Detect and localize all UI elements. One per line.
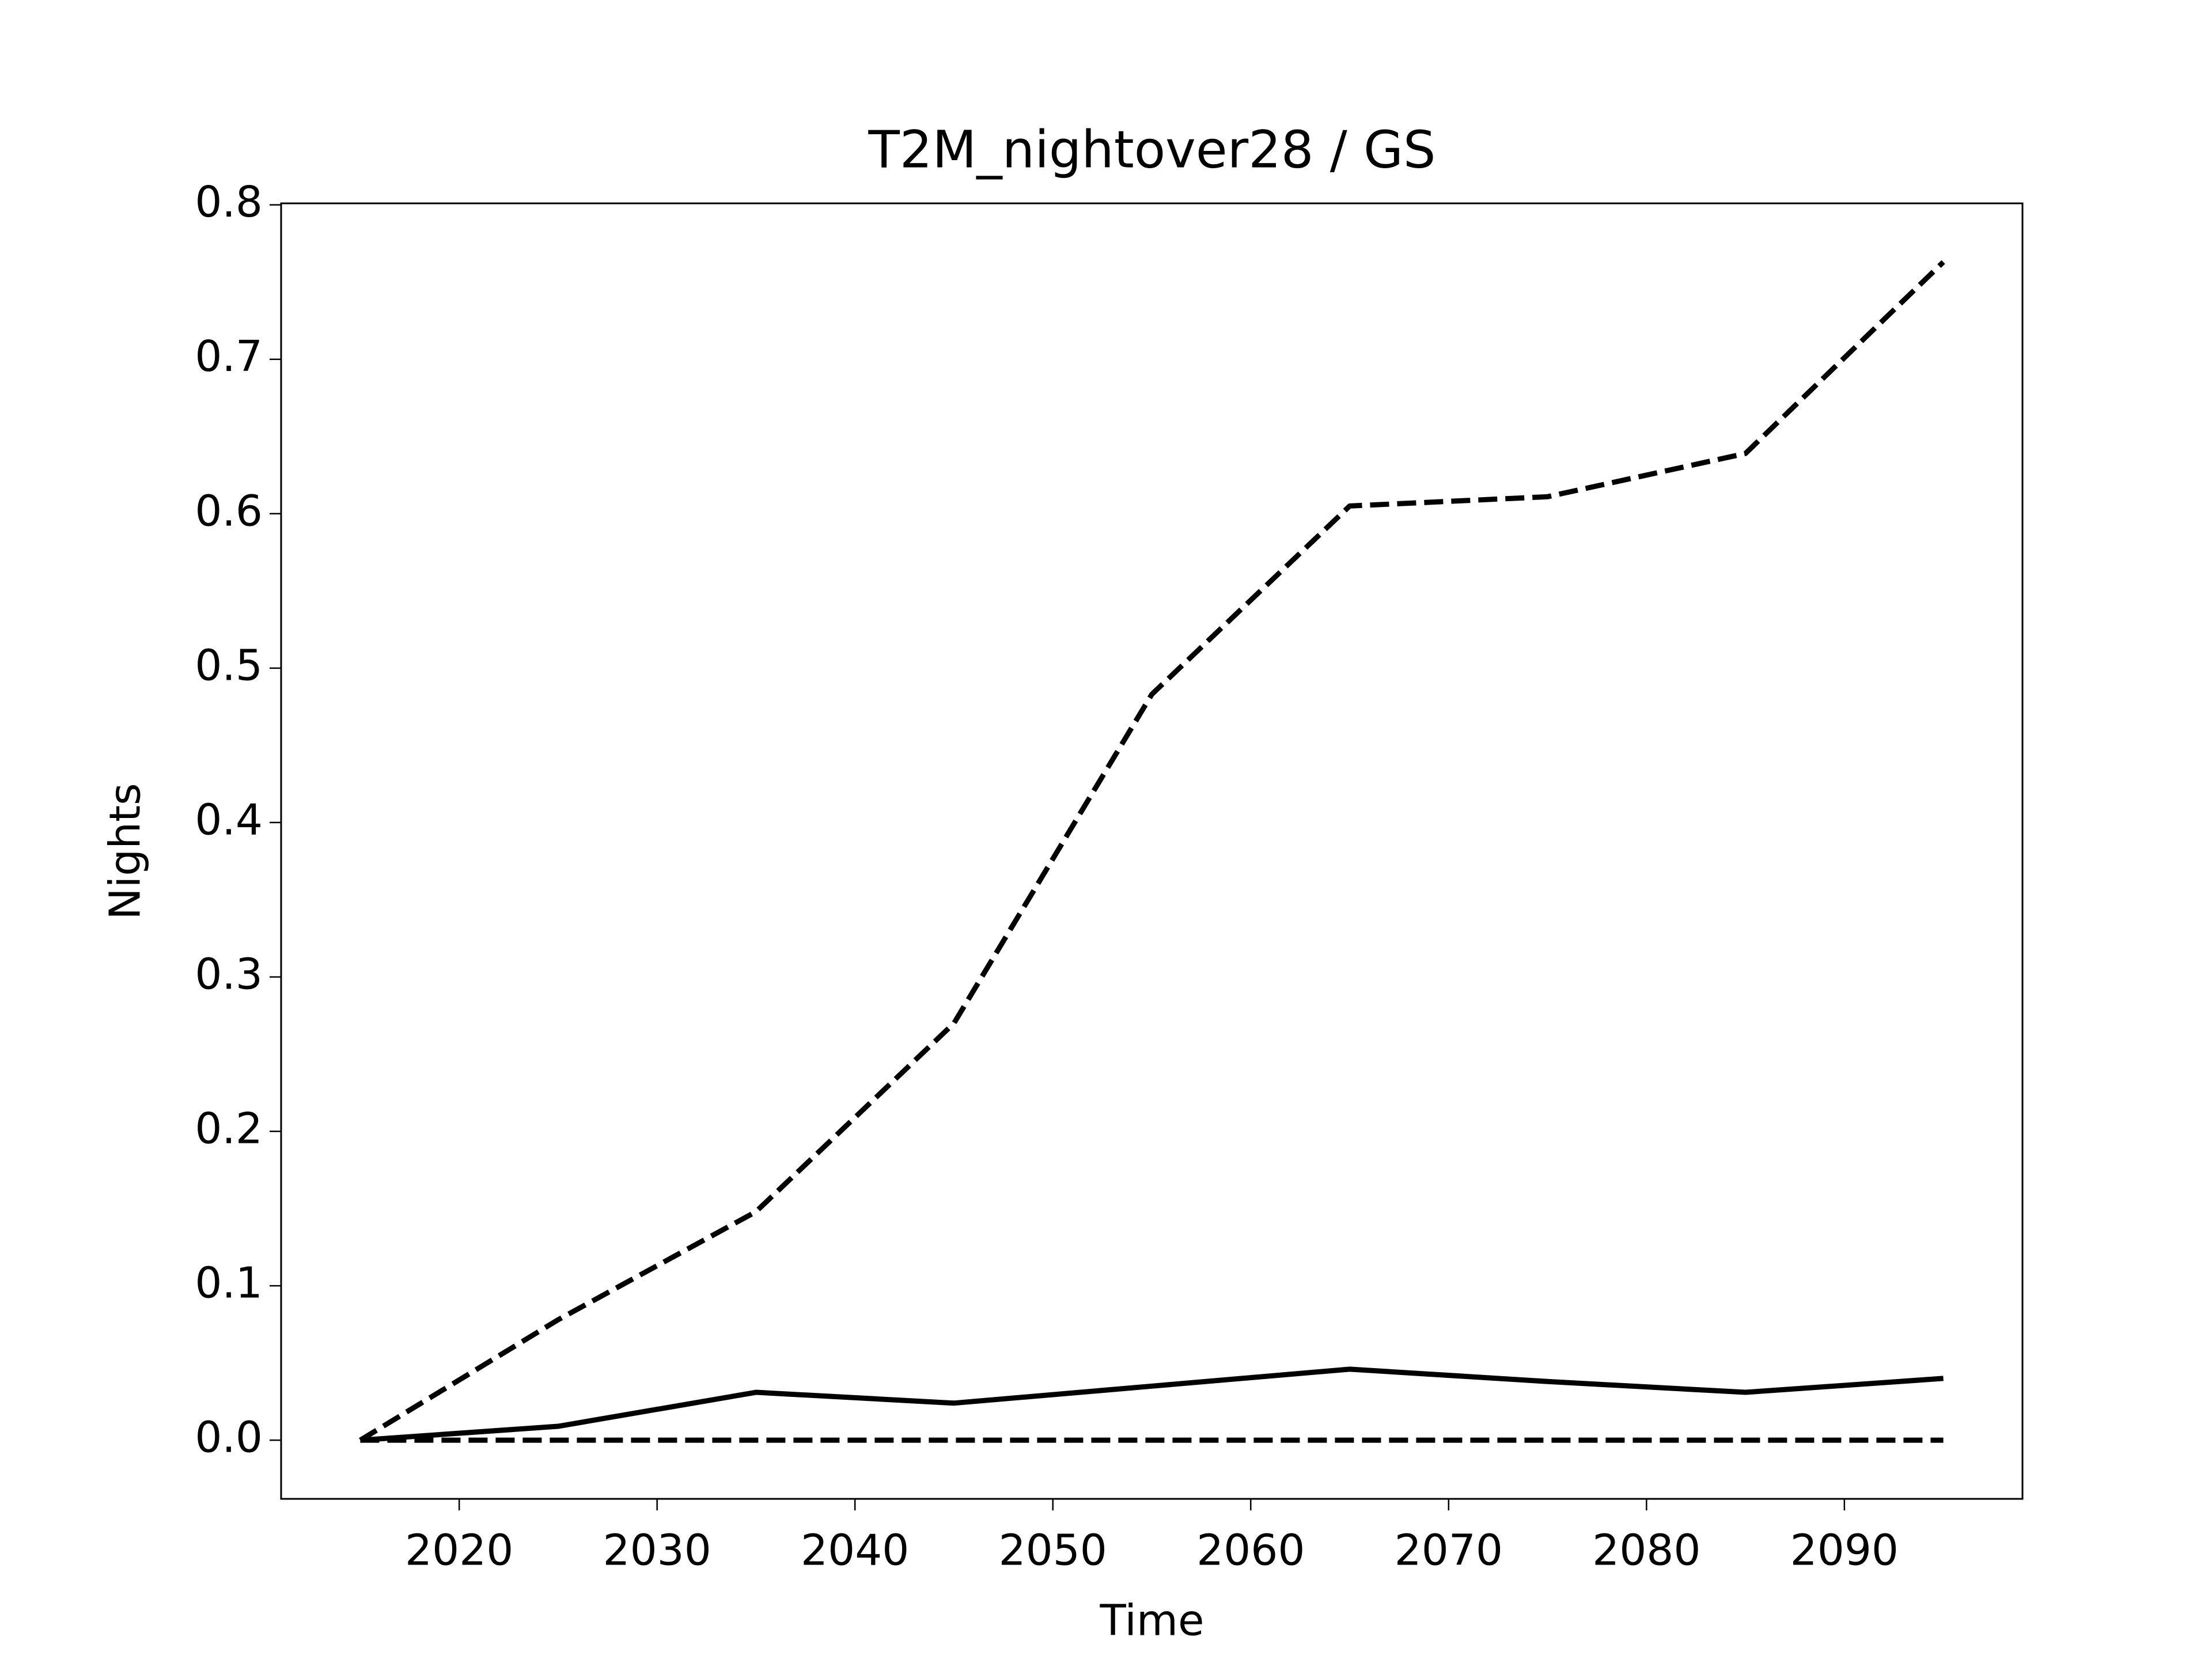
x-tick-label: 2080	[1592, 1526, 1700, 1575]
y-tick-label: 0.2	[195, 1104, 263, 1154]
line-series	[360, 1366, 1944, 1443]
x-tick-label: 2030	[603, 1526, 711, 1575]
x-axis-label: Time	[1099, 1596, 1204, 1646]
x-tick-label: 2020	[405, 1526, 513, 1575]
y-tick-label: 0.8	[195, 177, 263, 227]
x-tick-label: 2040	[801, 1526, 909, 1575]
y-tick-label: 0.3	[195, 949, 263, 999]
y-axis-label: Nights	[101, 783, 150, 919]
x-tick-label: 2070	[1395, 1526, 1503, 1575]
y-tick-label: 0.6	[195, 486, 263, 536]
y-tick-label: 0.4	[195, 795, 263, 844]
x-tick-label: 2090	[1790, 1526, 1899, 1575]
line-series	[359, 260, 1945, 1442]
y-tick-label: 0.5	[195, 641, 263, 690]
y-tick-label: 0.0	[195, 1413, 263, 1463]
y-tick-label: 0.1	[195, 1259, 263, 1308]
x-tick-label: 2060	[1196, 1526, 1305, 1575]
plot-frame	[280, 202, 2024, 1500]
x-tick-label: 2050	[999, 1526, 1107, 1575]
chart-title: T2M_nightover28 / GS	[868, 119, 1436, 179]
y-tick-label: 0.7	[195, 332, 263, 381]
